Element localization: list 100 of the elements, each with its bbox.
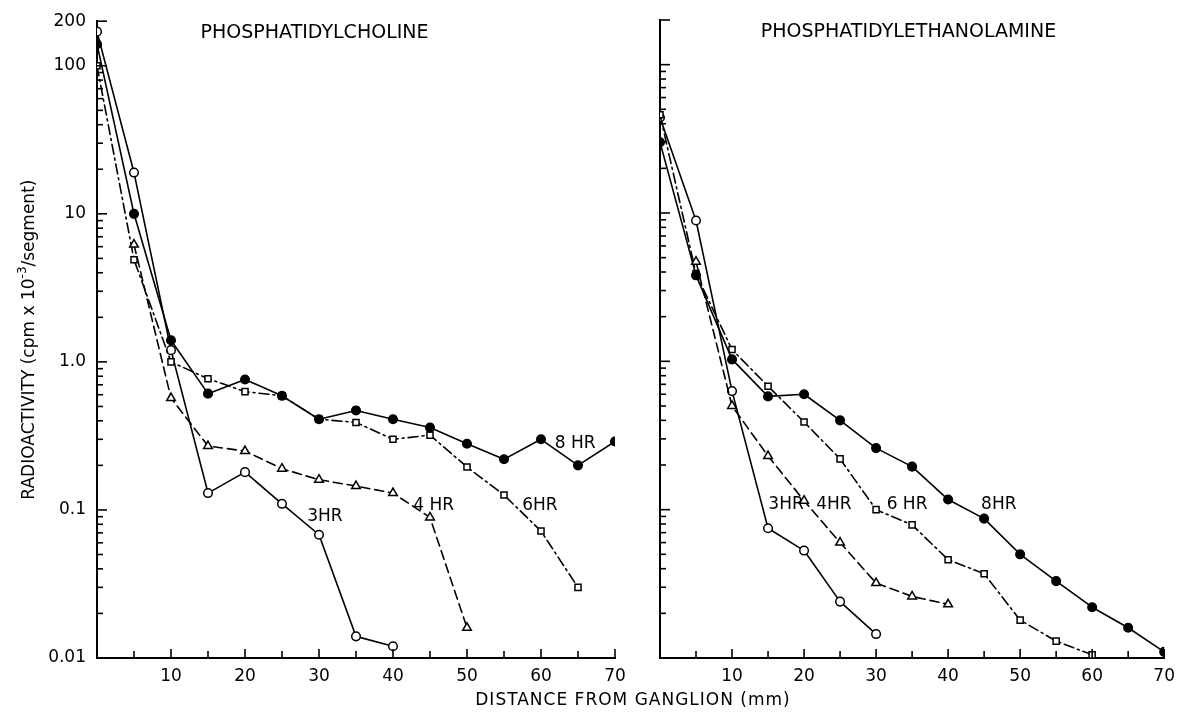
- point: [202, 488, 214, 499]
- annotation: 4 HR: [413, 493, 455, 514]
- point: [762, 523, 774, 534]
- chart-title: PHOSPHATIDYLCHOLINE: [200, 20, 429, 43]
- point: [1123, 622, 1134, 633]
- point: [352, 418, 360, 427]
- x-tick-label: 20: [234, 664, 256, 685]
- point: [762, 450, 774, 460]
- point: [1087, 602, 1098, 613]
- point: [276, 462, 288, 472]
- y-tick-label: 200: [53, 9, 86, 30]
- point: [498, 454, 510, 465]
- point: [979, 513, 990, 524]
- point: [202, 440, 214, 450]
- point: [165, 335, 177, 346]
- x-tick-label: 70: [1153, 664, 1175, 685]
- point: [239, 374, 251, 385]
- point: [165, 392, 177, 402]
- point: [908, 521, 916, 529]
- point: [387, 487, 399, 497]
- annotation: 8 HR: [554, 431, 596, 452]
- x-tick-label: 30: [308, 664, 330, 685]
- point: [834, 536, 846, 546]
- x-tick-label: 40: [382, 664, 404, 685]
- point: [387, 641, 399, 652]
- x-tick-label: 10: [721, 664, 743, 685]
- point: [572, 460, 584, 471]
- point: [764, 382, 772, 390]
- x-tick-label: 10: [160, 664, 182, 685]
- point: [690, 255, 702, 265]
- x-tick-label: 40: [937, 664, 959, 685]
- point: [944, 555, 952, 564]
- point: [574, 583, 582, 592]
- point: [241, 387, 249, 396]
- point: [424, 511, 436, 521]
- point: [1016, 616, 1024, 624]
- point: [871, 443, 882, 454]
- annotation: 4HR: [816, 493, 852, 514]
- point: [799, 545, 810, 556]
- x-tick-label: 70: [604, 664, 626, 685]
- annotation: 3HR: [307, 505, 343, 526]
- point: [943, 598, 954, 608]
- y-tick-label: 1.0: [58, 350, 86, 371]
- point: [871, 629, 882, 640]
- point: [276, 498, 288, 509]
- point: [728, 345, 736, 354]
- point: [239, 445, 251, 455]
- point: [535, 434, 547, 445]
- point: [350, 631, 362, 642]
- chart-title: PHOSPHATIDYLETHANOLAMINE: [760, 18, 1057, 41]
- point: [537, 527, 545, 535]
- point: [726, 386, 738, 397]
- x-tick-label: 60: [530, 664, 552, 685]
- point: [167, 358, 175, 366]
- point: [313, 473, 325, 483]
- point: [762, 391, 774, 402]
- x-tick-label: 50: [1009, 664, 1031, 685]
- point: [726, 400, 738, 410]
- point: [1052, 637, 1060, 645]
- point: [907, 590, 918, 600]
- point: [389, 435, 397, 444]
- point: [943, 494, 954, 505]
- annotation: 8HR: [981, 493, 1017, 514]
- point: [130, 255, 138, 264]
- point: [1015, 549, 1026, 560]
- point: [128, 208, 140, 219]
- y-tick-label: 0.01: [48, 646, 86, 667]
- y-axis-title: RADIOACTIVITY (cpm x 10-3/segment): [15, 179, 39, 500]
- point: [800, 418, 808, 426]
- point: [690, 215, 702, 226]
- point: [239, 467, 251, 478]
- point: [1051, 576, 1062, 587]
- y-tick-label: 10: [64, 202, 86, 223]
- x-tick-label: 50: [456, 664, 478, 685]
- point: [907, 461, 918, 472]
- point: [128, 238, 140, 248]
- y-tick-label: 0.1: [58, 498, 86, 519]
- point: [461, 438, 473, 449]
- x-axis-title: DISTANCE FROM GANGLION (mm): [474, 689, 792, 709]
- annotation: 6 HR: [886, 493, 928, 514]
- annotation: 6HR: [522, 493, 558, 514]
- x-tick-label: 20: [793, 664, 815, 685]
- x-tick-label: 60: [1081, 664, 1103, 685]
- point: [871, 577, 882, 587]
- point: [350, 405, 362, 416]
- point: [872, 505, 880, 514]
- point: [726, 354, 738, 365]
- x-tick-label: 30: [865, 664, 887, 685]
- point: [461, 622, 473, 632]
- point: [835, 415, 846, 426]
- point: [426, 431, 434, 439]
- point: [165, 345, 177, 356]
- point: [980, 569, 988, 578]
- annotation: 3HR: [768, 493, 804, 514]
- point: [204, 374, 212, 383]
- point: [202, 388, 214, 399]
- point: [463, 463, 471, 471]
- point: [500, 491, 508, 499]
- point: [799, 389, 810, 400]
- point: [835, 596, 846, 607]
